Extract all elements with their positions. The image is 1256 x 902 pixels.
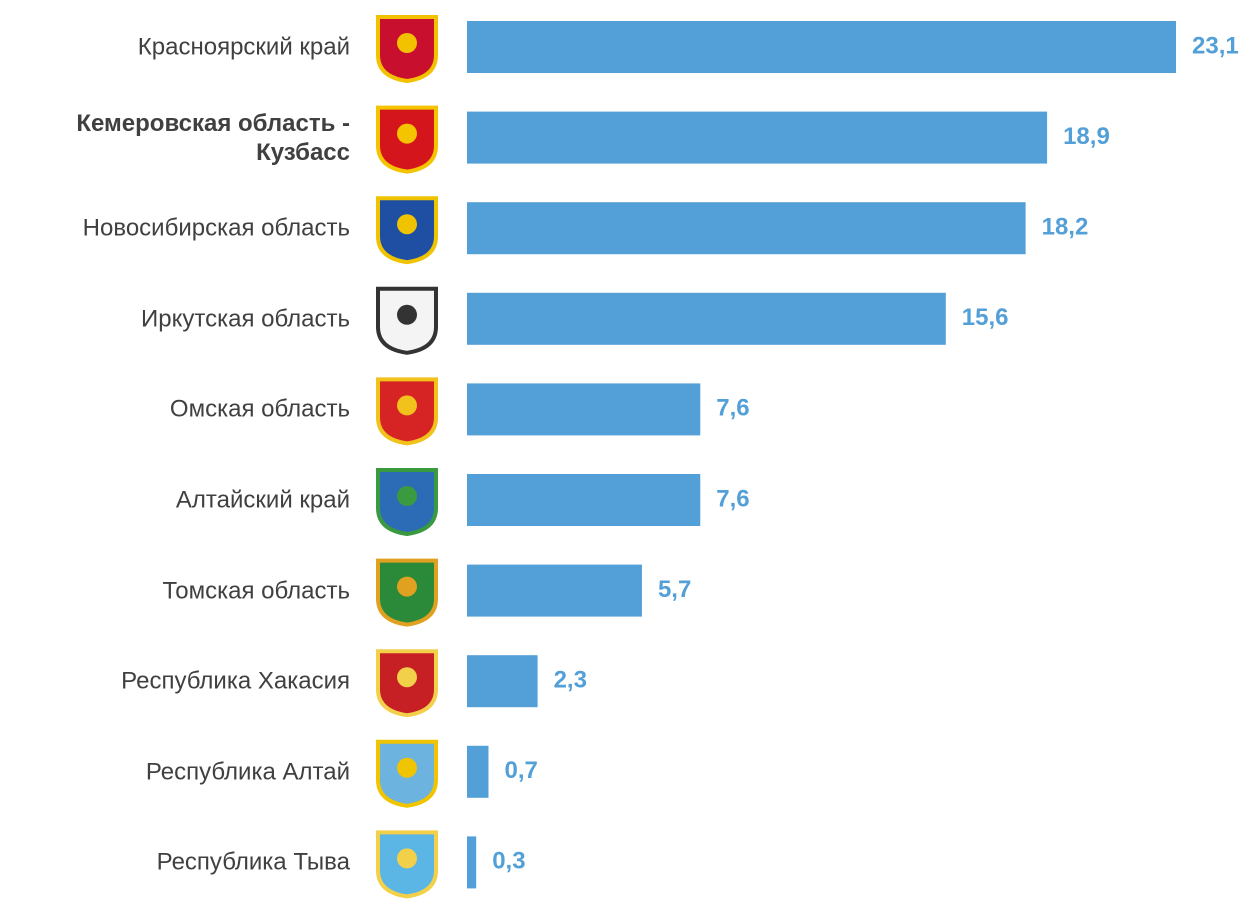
category-label: Иркутская область (141, 305, 350, 333)
emblem-detail (397, 848, 417, 869)
bar (467, 202, 1026, 255)
category-label: Кемеровская область - Кузбасс (76, 109, 350, 166)
bar (467, 111, 1048, 164)
value-label: 5,7 (658, 576, 691, 603)
bar (467, 564, 642, 617)
value-label: 18,2 (1042, 214, 1089, 241)
emblem-detail (397, 667, 417, 688)
bar (467, 474, 701, 526)
emblem-detail (397, 395, 417, 416)
value-label: 7,6 (716, 395, 749, 422)
bar (467, 745, 489, 798)
category-label: Республика Хакасия (121, 667, 350, 695)
category-label: Республика Алтай (145, 758, 350, 786)
emblem-detail (397, 757, 417, 778)
value-label: 23,1 (1192, 32, 1239, 59)
bar (467, 21, 1176, 73)
value-label: 15,6 (962, 304, 1009, 331)
category-label: Республика Тыва (156, 848, 350, 876)
emblem-detail (397, 304, 417, 325)
emblem-detail (397, 576, 417, 597)
value-label: 0,3 (492, 848, 525, 875)
value-label: 2,3 (554, 667, 587, 694)
emblem-detail (397, 486, 417, 506)
bar (467, 383, 701, 436)
value-label: 18,9 (1063, 123, 1110, 150)
category-label: Омская область (169, 395, 350, 423)
emblem-detail (397, 214, 417, 235)
emblem-detail (397, 123, 417, 144)
emblem-detail (397, 33, 417, 53)
bar (467, 655, 538, 708)
category-label: Алтайский край (175, 486, 350, 514)
category-label: Красноярский край (137, 33, 350, 61)
bar (467, 836, 477, 889)
value-label: 7,6 (716, 485, 749, 512)
value-label: 0,7 (504, 757, 537, 784)
bar (467, 292, 946, 345)
category-label: Томская область (162, 577, 350, 605)
category-label: Новосибирская область (82, 214, 350, 242)
